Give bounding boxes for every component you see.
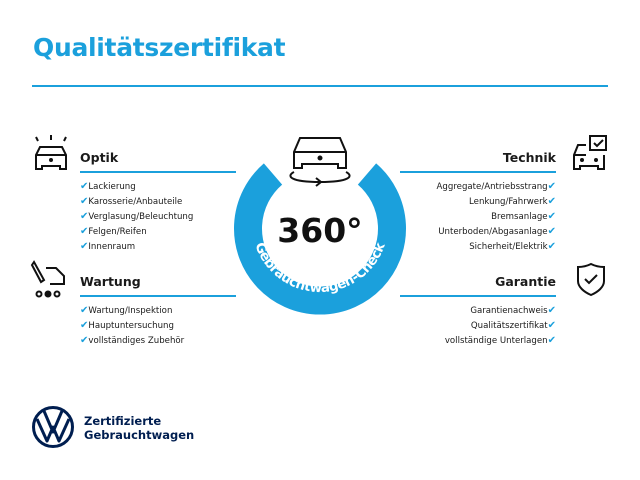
car-lights-icon bbox=[35, 135, 67, 170]
item-label: Hauptuntersuchung bbox=[88, 321, 174, 331]
section-title: Technik bbox=[502, 150, 556, 165]
page-title: Qualitätszertifikat bbox=[33, 33, 286, 62]
list-item: ✔vollständiges Zubehör bbox=[80, 333, 236, 348]
section-title: Garantie bbox=[495, 274, 556, 289]
check-icon: ✔ bbox=[80, 181, 89, 192]
item-label: Verglasung/Beleuchtung bbox=[88, 212, 194, 222]
item-label: Lackierung bbox=[88, 182, 136, 192]
item-label: Aggregate/Antriebsstrang bbox=[436, 182, 548, 192]
check-icon: ✔ bbox=[80, 320, 89, 331]
list-item: Unterboden/Abgasanlage✔ bbox=[400, 224, 556, 239]
check-icon: ✔ bbox=[547, 241, 556, 252]
list-item: Garantienachweis✔ bbox=[400, 303, 556, 318]
ring-arc bbox=[234, 163, 406, 315]
divider bbox=[32, 85, 608, 87]
check-icon: ✔ bbox=[80, 196, 89, 207]
list-item: ✔Innenraum bbox=[80, 239, 236, 254]
check-icon: ✔ bbox=[547, 196, 556, 207]
list-item: vollständige Unterlagen✔ bbox=[400, 333, 556, 348]
item-label: Qualitätszertifikat bbox=[470, 321, 548, 331]
check-360-badge: 360° Gebrauchtwagen-Check bbox=[234, 137, 406, 315]
item-label: Sicherheit/Elektrik bbox=[469, 242, 548, 252]
check-icon: ✔ bbox=[547, 181, 556, 192]
check-icon: ✔ bbox=[547, 305, 556, 316]
list-item: ✔Felgen/Reifen bbox=[80, 224, 236, 239]
brand-line1: Zertifizierte bbox=[84, 414, 162, 428]
list-item: Lenkung/Fahrwerk✔ bbox=[400, 194, 556, 209]
check-icon: ✔ bbox=[547, 320, 556, 331]
item-label: Innenraum bbox=[88, 242, 136, 252]
divider bbox=[400, 171, 556, 173]
brand-line2: Gebrauchtwagen bbox=[84, 428, 195, 442]
brand-text: Zertifizierte Gebrauchtwagen bbox=[84, 414, 194, 442]
check-icon: ✔ bbox=[80, 226, 89, 237]
section-technik: Technik Aggregate/Antriebsstrang✔ Lenkung… bbox=[400, 150, 556, 254]
center-value: 360° bbox=[277, 211, 362, 250]
list-item: ✔Karosserie/Anbauteile bbox=[80, 194, 236, 209]
list-item: ✔Verglasung/Beleuchtung bbox=[80, 209, 236, 224]
check-icon: ✔ bbox=[80, 241, 89, 252]
divider bbox=[80, 171, 236, 173]
section-optik: Optik ✔Lackierung ✔Karosserie/Anbauteile ✔… bbox=[80, 150, 236, 254]
list-item: ✔Hauptuntersuchung bbox=[80, 318, 236, 333]
vw-logo bbox=[32, 406, 74, 448]
list-item: Qualitätszertifikat✔ bbox=[400, 318, 556, 333]
section-garantie: Garantie Garantienachweis✔ Qualitätszerti… bbox=[400, 274, 556, 348]
shield-check-icon bbox=[577, 262, 605, 297]
list-item: Aggregate/Antriebsstrang✔ bbox=[400, 179, 556, 194]
section-title: Wartung bbox=[80, 274, 141, 289]
list-item: Bremsanlage✔ bbox=[400, 209, 556, 224]
item-label: vollständiges Zubehör bbox=[88, 336, 185, 346]
item-label: Lenkung/Fahrwerk bbox=[469, 197, 548, 207]
check-icon: ✔ bbox=[80, 211, 89, 222]
check-icon: ✔ bbox=[547, 211, 556, 222]
item-label: Karosserie/Anbauteile bbox=[88, 197, 183, 207]
item-label: Wartung/Inspektion bbox=[88, 306, 173, 316]
car-checklist-icon bbox=[573, 135, 607, 170]
item-label: Bremsanlage bbox=[491, 212, 548, 222]
check-icon: ✔ bbox=[80, 335, 89, 346]
check-icon: ✔ bbox=[547, 226, 556, 237]
list-item: Sicherheit/Elektrik✔ bbox=[400, 239, 556, 254]
section-title: Optik bbox=[80, 150, 119, 165]
car-service-icon bbox=[30, 260, 65, 298]
item-label: Felgen/Reifen bbox=[88, 227, 147, 237]
item-label: vollständige Unterlagen bbox=[444, 336, 548, 346]
section-wartung: Wartung ✔Wartung/Inspektion ✔Hauptuntersu… bbox=[80, 274, 236, 348]
check-icon: ✔ bbox=[547, 335, 556, 346]
item-label: Garantienachweis bbox=[470, 306, 548, 316]
check-icon: ✔ bbox=[80, 305, 89, 316]
car-rotate-icon bbox=[289, 137, 351, 187]
divider bbox=[80, 295, 236, 297]
divider bbox=[400, 295, 556, 297]
item-label: Unterboden/Abgasanlage bbox=[438, 227, 548, 237]
list-item: ✔Wartung/Inspektion bbox=[80, 303, 236, 318]
list-item: ✔Lackierung bbox=[80, 179, 236, 194]
